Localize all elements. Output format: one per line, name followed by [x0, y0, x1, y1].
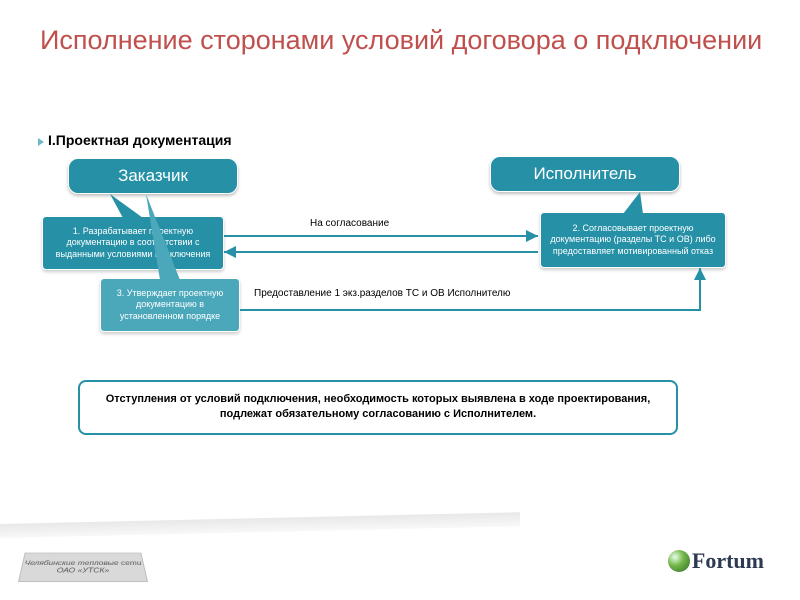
role-contractor-label: Исполнитель: [533, 164, 636, 184]
role-customer: Заказчик: [68, 158, 238, 194]
note-box: Отступления от условий подключения, необ…: [78, 380, 678, 435]
callout-step-3: 3. Утверждает проектную документацию в у…: [100, 278, 240, 332]
callout-step-2-text: 2. Согласовывает проектную документацию …: [547, 223, 719, 257]
decorative-wedge: [0, 512, 520, 538]
callout-step-2: 2. Согласовывает проектную документацию …: [540, 212, 726, 268]
logo-text: Fortum: [692, 548, 764, 574]
logo-sphere-icon: [668, 550, 690, 572]
note-text: Отступления от условий подключения, необ…: [106, 393, 651, 420]
page-title: Исполнение сторонами условий договора о …: [40, 24, 762, 58]
callout-step-1-text: 1. Разрабатывает проектную документацию …: [49, 226, 217, 260]
role-customer-label: Заказчик: [118, 166, 188, 186]
arrow-label-to-contractor: На согласование: [310, 218, 389, 229]
bullet-icon: [38, 138, 44, 146]
arrow-label-provide: Предоставление 1 экз.разделов ТС и ОВ Ис…: [254, 288, 514, 300]
section-subtitle: I.Проектная документация: [48, 132, 232, 148]
role-contractor: Исполнитель: [490, 156, 680, 192]
logo: Fortum: [668, 548, 764, 574]
callout-step-3-text: 3. Утверждает проектную документацию в у…: [107, 288, 233, 322]
callout-step-1: 1. Разрабатывает проектную документацию …: [42, 216, 224, 270]
footer-tag: Челябинские тепловые сети ОАО «УТСК»: [18, 553, 148, 582]
footer-tag-text: Челябинские тепловые сети ОАО «УТСК»: [21, 559, 145, 574]
